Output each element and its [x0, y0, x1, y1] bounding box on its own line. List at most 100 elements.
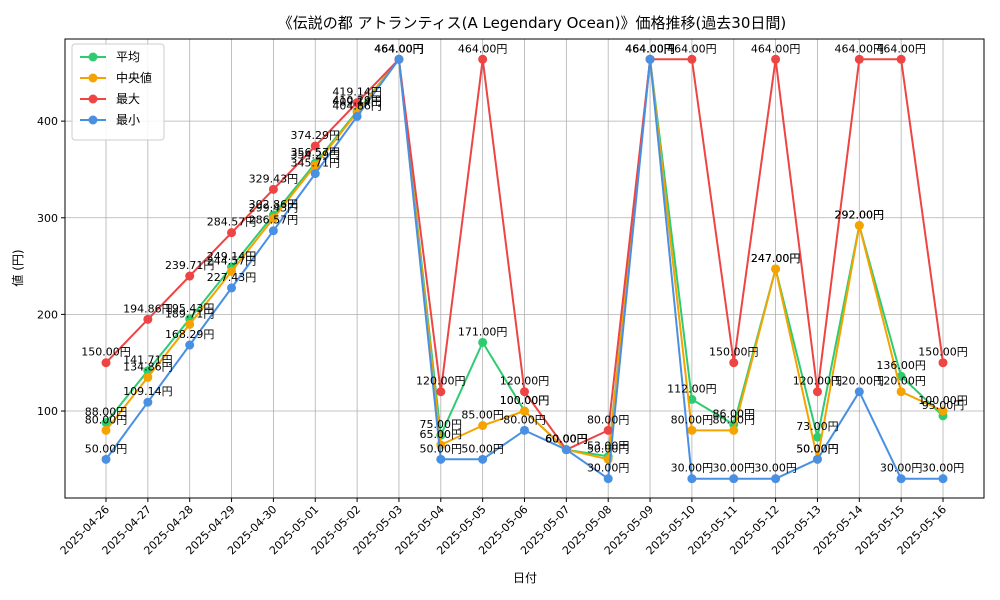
data-label: 247.00円 — [751, 252, 801, 265]
legend-marker — [88, 52, 98, 62]
data-label: 244.57円 — [207, 254, 257, 267]
data-label: 171.00円 — [458, 325, 508, 338]
data-label: 65.00円 — [420, 428, 463, 441]
data-point — [310, 169, 320, 179]
data-point — [185, 319, 195, 329]
data-point — [101, 418, 111, 428]
data-point — [352, 98, 362, 108]
data-label: 227.43円 — [207, 271, 257, 284]
data-point — [687, 425, 697, 435]
legend-marker — [88, 94, 98, 104]
data-point — [185, 340, 195, 350]
data-point — [603, 474, 613, 484]
data-label: 120.00円 — [416, 375, 466, 388]
y-tick-label: 300 — [37, 212, 58, 225]
data-point — [478, 337, 488, 347]
data-point — [394, 54, 404, 64]
data-label: 464.00円 — [374, 42, 424, 55]
data-label: 464.00円 — [625, 42, 675, 55]
y-axis-label: 値 (円) — [10, 249, 25, 286]
data-point — [436, 387, 446, 397]
data-label: 60.00円 — [545, 433, 588, 446]
data-point — [268, 226, 278, 236]
data-label: 134.86円 — [123, 360, 173, 373]
data-point — [729, 358, 739, 368]
data-point — [185, 271, 195, 281]
data-point — [520, 425, 529, 435]
data-label: 374.29円 — [291, 129, 341, 142]
data-label: 120.00円 — [793, 375, 843, 388]
data-label: 100.00円 — [500, 394, 550, 407]
data-point — [520, 387, 529, 397]
data-point — [561, 445, 571, 455]
data-point — [143, 397, 153, 407]
data-point — [812, 387, 822, 397]
data-point — [854, 220, 864, 230]
data-point — [310, 141, 320, 151]
data-label: 120.00円 — [835, 375, 885, 388]
data-label: 80.00円 — [85, 413, 128, 426]
data-point — [268, 213, 278, 223]
data-label: 404.86円 — [332, 99, 382, 112]
data-label: 60.00円 — [545, 433, 588, 446]
data-label: 80.00円 — [503, 413, 546, 426]
legend-marker — [88, 73, 98, 83]
data-label: 247.00円 — [751, 252, 801, 265]
data-label: 302.86円 — [249, 198, 299, 211]
data-label: 464.00円 — [374, 42, 424, 55]
data-label: 50.00円 — [796, 442, 839, 455]
data-label: 292.00円 — [835, 208, 885, 221]
data-label: 239.71円 — [165, 259, 215, 272]
data-label: 464.00円 — [625, 42, 675, 55]
data-point — [771, 474, 781, 484]
legend-marker — [88, 115, 98, 125]
data-label: 168.29円 — [165, 328, 215, 341]
series-layer — [101, 54, 948, 484]
data-label: 150.00円 — [709, 346, 759, 359]
data-label: 50.00円 — [85, 442, 128, 455]
data-label: 419.14円 — [332, 86, 382, 99]
data-label: 345.71円 — [291, 157, 341, 170]
data-point — [227, 283, 237, 293]
data-point — [310, 160, 320, 170]
data-point — [478, 421, 488, 431]
data-label: 410.29円 — [332, 94, 382, 107]
data-label: 80.00円 — [587, 413, 630, 426]
data-label: 150.00円 — [918, 346, 968, 359]
data-label: 299.43円 — [249, 201, 299, 214]
data-label: 30.00円 — [880, 462, 923, 475]
data-label: 464.00円 — [458, 42, 508, 55]
data-label: 100.00円 — [918, 394, 968, 407]
data-label: 30.00円 — [671, 462, 714, 475]
data-point — [101, 358, 111, 368]
data-label: 464.00円 — [625, 42, 675, 55]
data-label: 464.00円 — [835, 42, 885, 55]
data-label: 30.00円 — [922, 462, 965, 475]
data-label: 86.00円 — [713, 408, 756, 421]
data-point — [603, 425, 613, 435]
y-axis-ticks: 100 200 300 400 — [37, 115, 65, 418]
data-point — [854, 54, 864, 64]
y-tick-label: 400 — [37, 115, 58, 128]
data-point — [812, 454, 822, 464]
data-label: 136.00円 — [876, 359, 926, 372]
y-tick-label: 100 — [37, 405, 58, 418]
legend-label: 中央値 — [116, 70, 152, 85]
data-label: 53.00円 — [587, 439, 630, 452]
data-point — [896, 474, 906, 484]
data-point — [101, 454, 111, 464]
data-labels-layer: 88.00円 141.71円 195.43円 249.14円 302.86円 356.57… — [81, 42, 968, 474]
data-point — [729, 474, 739, 484]
data-point — [143, 314, 153, 324]
legend-label: 最小 — [116, 113, 140, 127]
y-tick-label: 200 — [37, 308, 58, 321]
x-axis-ticks: 2025-04-262025-04-272025-04-282025-04-29… — [58, 498, 949, 557]
data-label: 284.57円 — [207, 216, 257, 229]
data-label: 50.00円 — [461, 442, 504, 455]
data-label: 409.14円 — [332, 95, 382, 108]
data-label: 109.14円 — [123, 385, 173, 398]
data-label: 464.00円 — [374, 42, 424, 55]
x-axis-label: 日付 — [513, 571, 537, 585]
